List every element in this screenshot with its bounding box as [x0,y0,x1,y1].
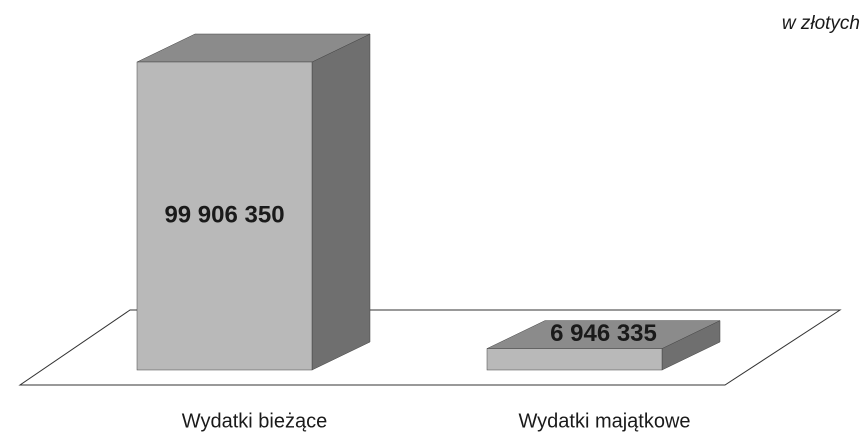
bar [486,348,663,371]
value-label: 6 946 335 [550,320,657,347]
bar-side [311,33,371,371]
unit-annotation: w złotych [782,13,860,34]
x-tick-label: Wydatki bieżące [182,410,327,432]
x-tick-label: Wydatki majątkowe [518,410,690,432]
value-label: 99 906 350 [164,201,284,228]
bar [136,61,313,371]
